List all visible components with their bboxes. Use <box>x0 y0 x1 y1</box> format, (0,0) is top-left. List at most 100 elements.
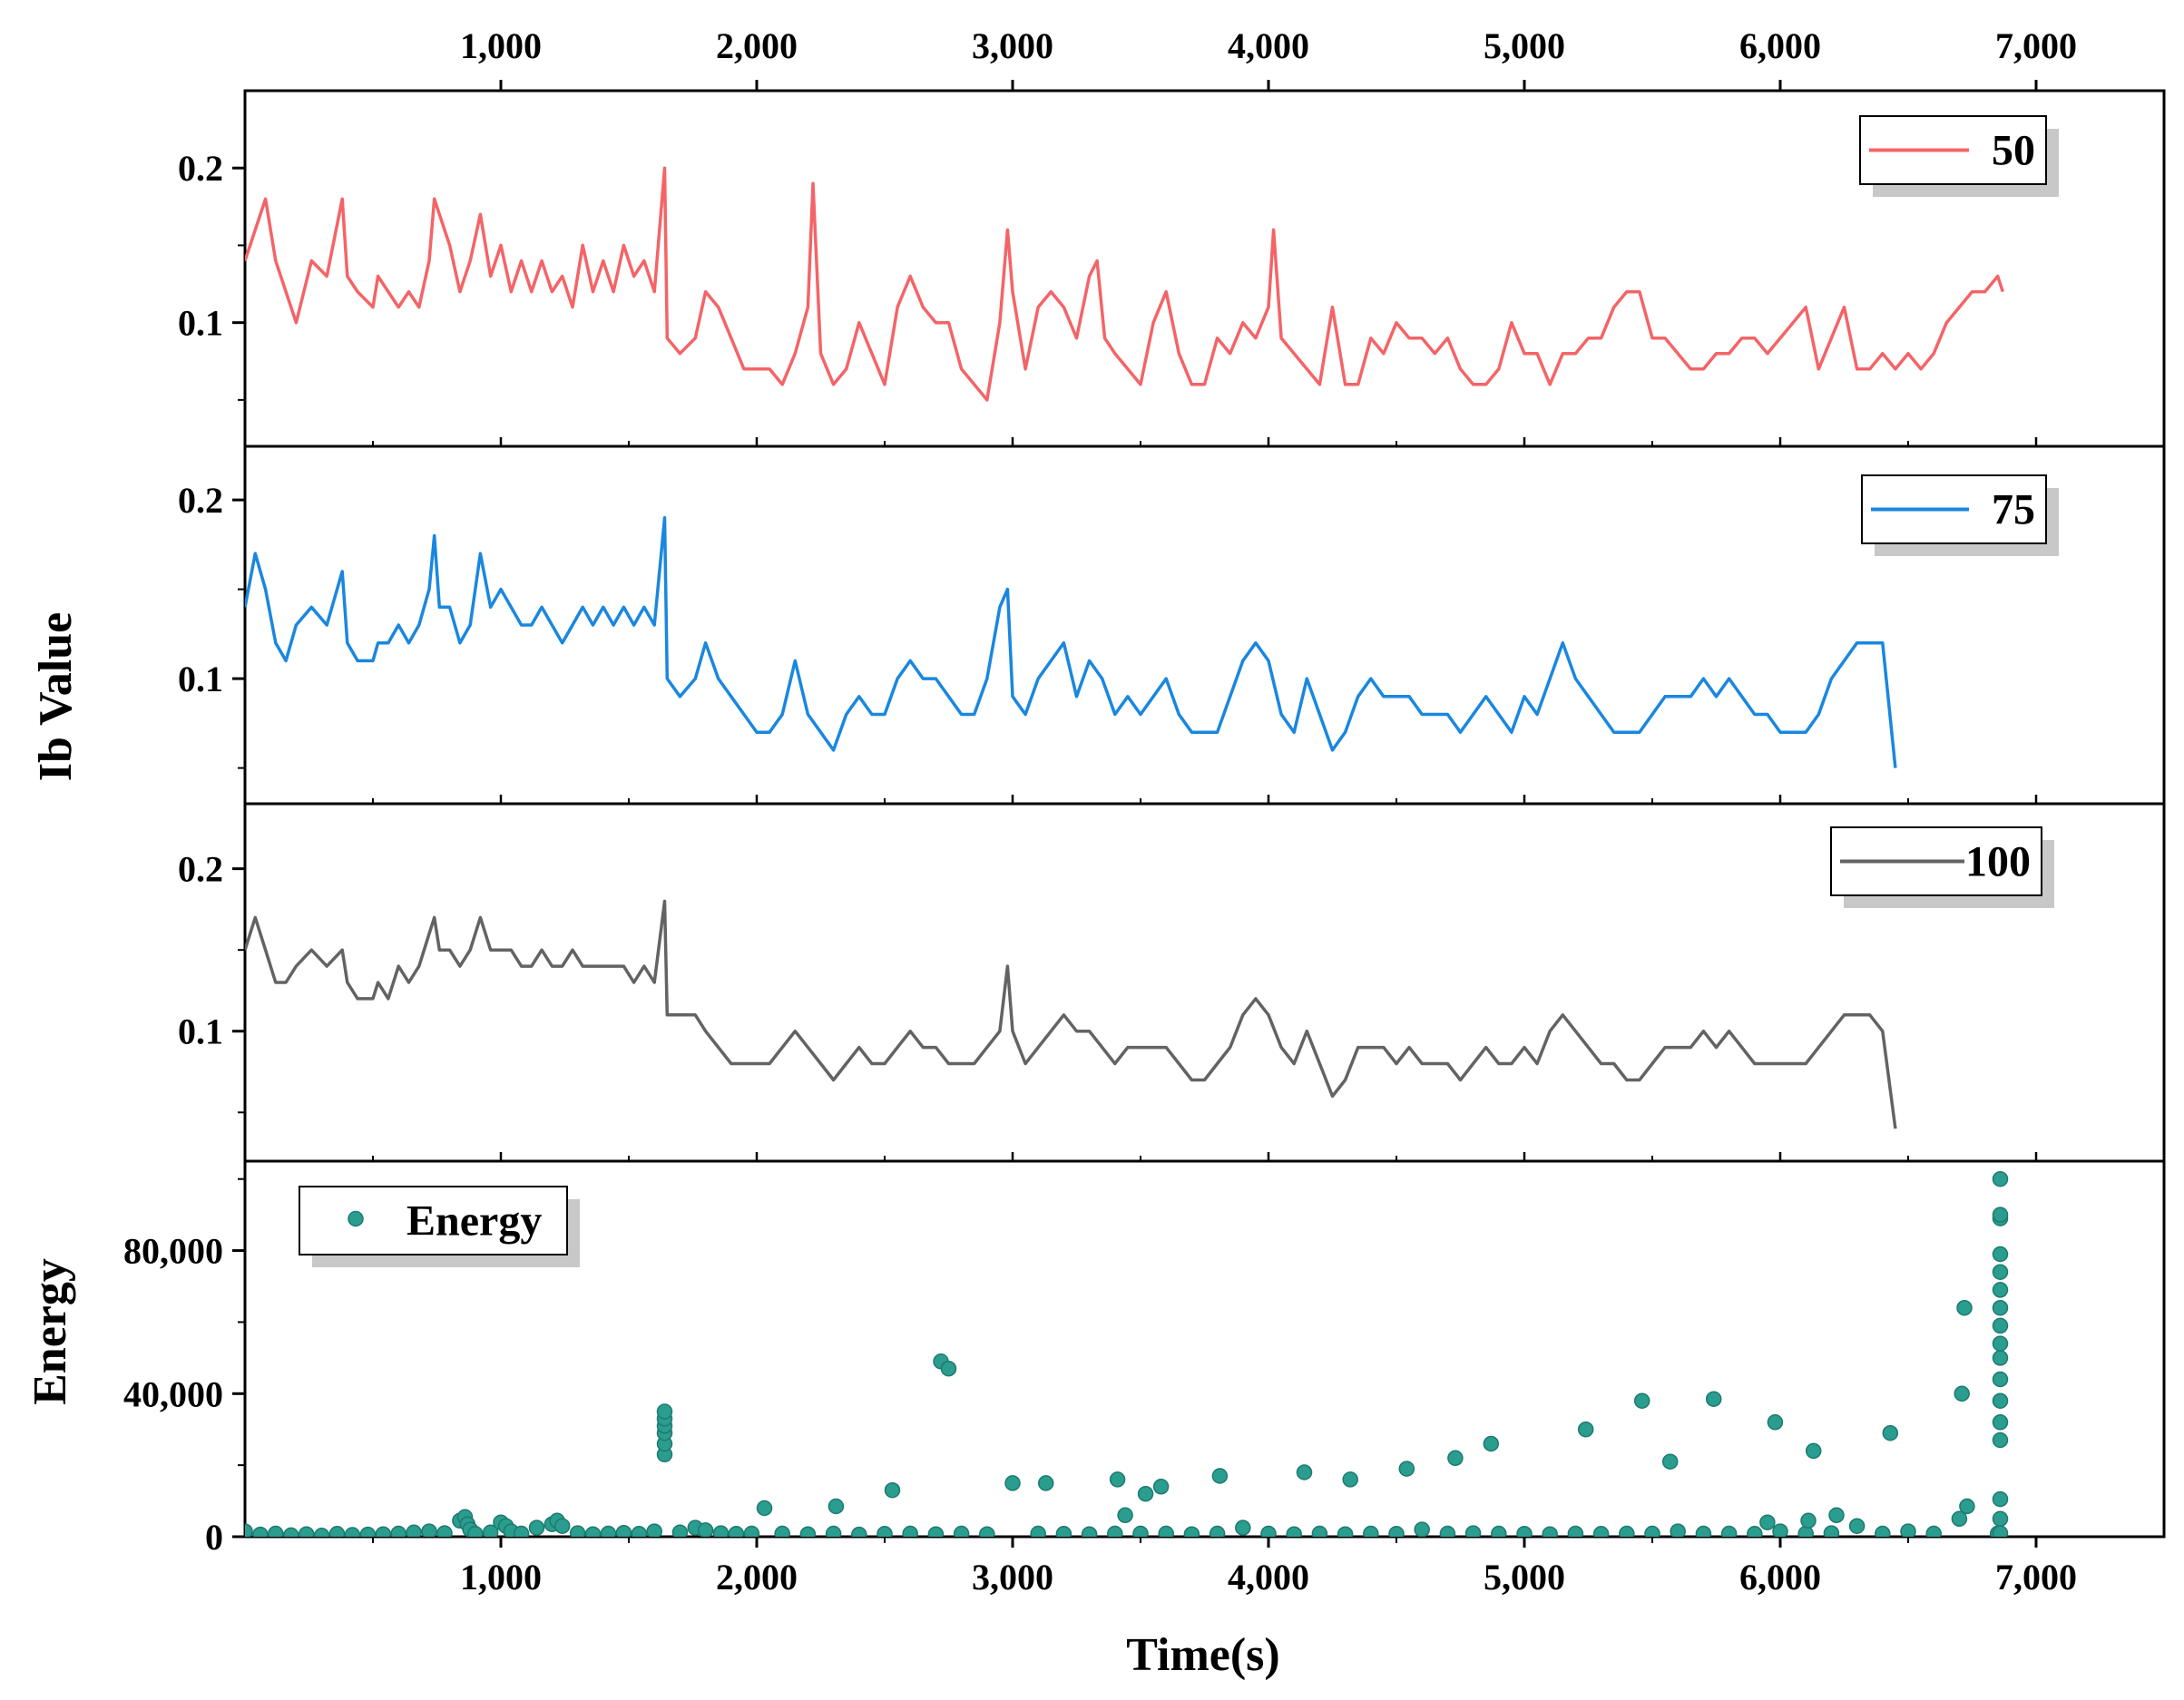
energy-point-39 <box>656 1403 673 1420</box>
plot-data <box>245 166 2009 1537</box>
energy-point-77 <box>1286 1526 1302 1537</box>
energy-point-72 <box>1183 1526 1200 1537</box>
energy-point-133 <box>1992 1299 2009 1316</box>
energy-point-64 <box>1081 1526 1098 1537</box>
energy-point-95 <box>1592 1526 1610 1537</box>
axes-ticks: 1,000 1,000 2,000 2,000 3,000 3,000 4,000 4,000… <box>123 25 2077 1597</box>
energy-point-121 <box>1959 1498 1975 1515</box>
energy-point-76 <box>1260 1525 1277 1537</box>
x-tick-label-bottom-4000: 4,000 <box>1228 1557 1309 1597</box>
energy-point-124 <box>1992 1510 2009 1528</box>
energy-point-24 <box>528 1519 545 1536</box>
energy-point-78 <box>1296 1464 1313 1480</box>
energy-point-132 <box>1992 1317 2009 1334</box>
energy-point-113 <box>1848 1518 1866 1534</box>
energy-point-96 <box>1619 1525 1635 1537</box>
energy-point-110 <box>1805 1442 1822 1460</box>
x-tick-label-top-3000: 3,000 <box>972 25 1053 66</box>
energy-point-57 <box>940 1360 957 1377</box>
energy-point-49 <box>825 1525 842 1537</box>
energy-point-112 <box>1828 1507 1845 1524</box>
energy-point-116 <box>1900 1523 1916 1537</box>
legend-label-100: 100 <box>1965 838 2031 886</box>
energy-point-126 <box>1992 1431 2009 1449</box>
energy-point-90 <box>1491 1525 1507 1537</box>
energy-point-19 <box>482 1524 499 1537</box>
energy-point-28 <box>569 1525 586 1537</box>
energy-point-5 <box>313 1528 330 1537</box>
legend-label-75: 75 <box>1992 486 2035 534</box>
energy-point-85 <box>1414 1521 1430 1537</box>
series-line-100 <box>245 899 1897 1129</box>
x-tick-label-top-7000: 7,000 <box>1995 25 2077 66</box>
energy-point-60 <box>1004 1475 1021 1491</box>
energy-point-80 <box>1337 1526 1354 1537</box>
energy-point-89 <box>1483 1435 1500 1452</box>
energy-point-45 <box>743 1525 760 1537</box>
energy-point-66 <box>1109 1471 1126 1488</box>
energy-point-31 <box>615 1524 632 1537</box>
x-tick-label-top-5000: 5,000 <box>1484 25 1565 66</box>
energy-point-42 <box>697 1522 714 1537</box>
energy-point-12 <box>421 1523 437 1537</box>
energy-point-52 <box>877 1526 893 1537</box>
energy-point-81 <box>1342 1471 1358 1488</box>
y-tick-label-p4-0: 0 <box>205 1517 223 1558</box>
energy-point-67 <box>1117 1507 1133 1524</box>
y-tick-label-p4-1: 40,000 <box>123 1373 223 1414</box>
legend-dot-energy <box>348 1210 364 1227</box>
energy-point-131 <box>1992 1335 2009 1352</box>
energy-point-43 <box>712 1525 730 1537</box>
energy-point-62 <box>1037 1475 1054 1491</box>
x-tick-label-bottom-6000: 6,000 <box>1739 1557 1821 1597</box>
series-points-Energy <box>245 1170 2009 1537</box>
y-tick-label-p3-0: 0.1 <box>178 1011 223 1052</box>
energy-point-104 <box>1747 1526 1763 1537</box>
y-tick-label-p3-1: 0.2 <box>178 849 223 890</box>
energy-point-11 <box>406 1524 422 1537</box>
energy-point-74 <box>1211 1468 1229 1484</box>
energy-point-2 <box>268 1525 284 1537</box>
x-tick-label-top-4000: 4,000 <box>1228 25 1309 66</box>
energy-point-3 <box>283 1527 299 1537</box>
energy-point-47 <box>774 1525 790 1537</box>
energy-point-65 <box>1107 1525 1123 1537</box>
panel-frame-4 <box>243 1159 2166 1539</box>
energy-point-134 <box>1992 1282 2009 1298</box>
energy-point-58 <box>953 1525 970 1537</box>
energy-point-48 <box>799 1526 817 1537</box>
energy-point-130 <box>1992 1350 2009 1366</box>
y-tick-label-p1-0: 0.1 <box>178 303 223 344</box>
energy-point-119 <box>1954 1385 1970 1402</box>
energy-point-92 <box>1542 1526 1558 1537</box>
energy-point-8 <box>359 1526 377 1537</box>
x-axis-title: Time(s) <box>1126 1629 1279 1681</box>
energy-point-125 <box>1992 1490 2009 1508</box>
energy-point-61 <box>1030 1525 1046 1537</box>
energy-point-111 <box>1823 1525 1840 1537</box>
energy-point-93 <box>1567 1525 1584 1537</box>
energy-point-98 <box>1644 1525 1660 1537</box>
energy-point-55 <box>927 1526 945 1537</box>
energy-point-18 <box>467 1526 484 1537</box>
energy-point-68 <box>1132 1525 1149 1537</box>
energy-point-29 <box>584 1526 602 1537</box>
energy-point-109 <box>1800 1512 1817 1529</box>
energy-point-59 <box>979 1526 995 1537</box>
energy-point-46 <box>756 1500 773 1517</box>
energy-point-138 <box>1992 1207 2009 1223</box>
energy-point-13 <box>436 1525 453 1537</box>
energy-point-44 <box>728 1526 745 1537</box>
energy-point-30 <box>600 1525 617 1537</box>
energy-point-53 <box>884 1481 901 1499</box>
energy-point-84 <box>1398 1461 1415 1477</box>
energy-point-83 <box>1388 1526 1405 1537</box>
energy-point-51 <box>851 1526 867 1537</box>
energy-point-33 <box>646 1523 662 1537</box>
legend-label-50: 50 <box>1992 127 2035 175</box>
energy-point-23 <box>513 1525 530 1537</box>
energy-point-101 <box>1695 1525 1712 1537</box>
energy-point-117 <box>1925 1525 1942 1537</box>
energy-point-91 <box>1516 1526 1533 1537</box>
